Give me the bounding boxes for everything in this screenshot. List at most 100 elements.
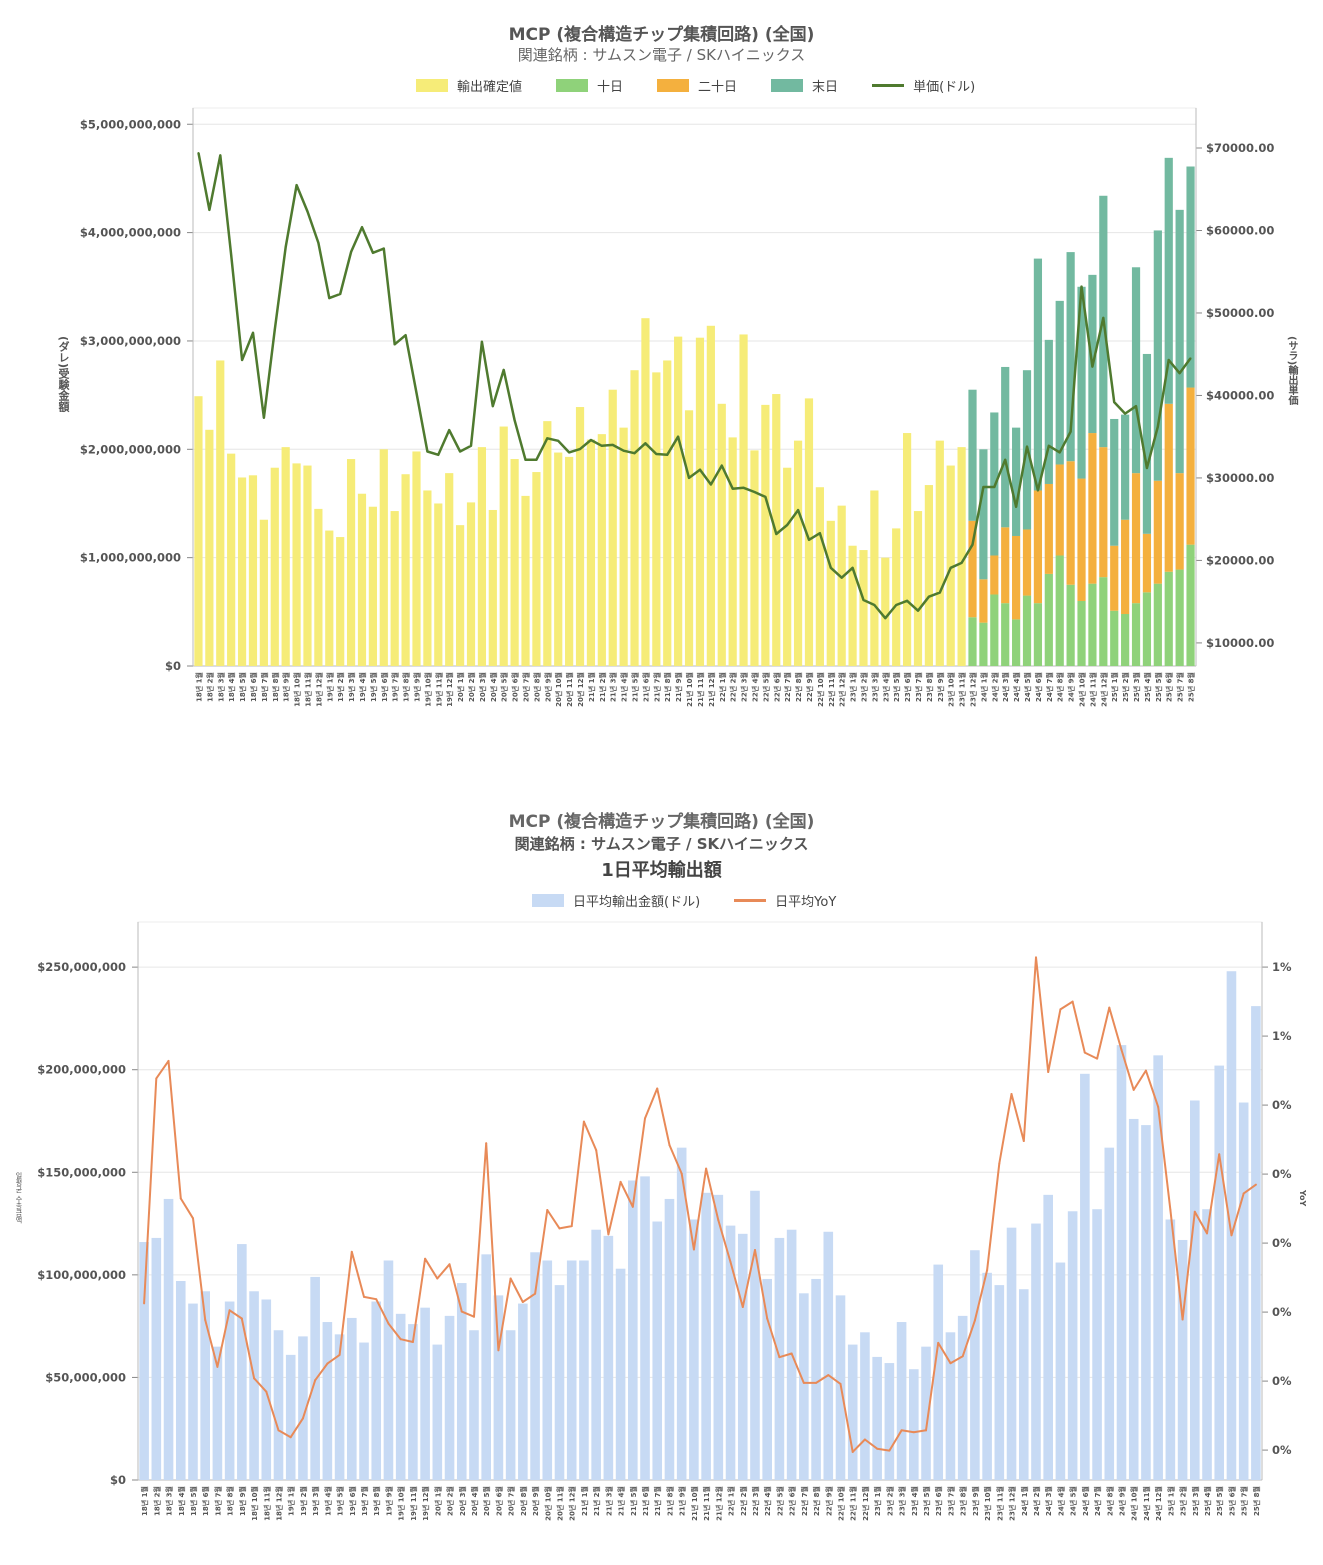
bar-20년 10월[interactable] (542, 1260, 553, 1480)
bar-24년 9월[interactable] (1116, 1045, 1127, 1480)
stack-segment-1[interactable] (968, 617, 977, 666)
legend-item-export-confirmed[interactable]: 輸出確定値 (416, 76, 522, 95)
line-point[interactable] (491, 405, 494, 408)
line-point[interactable] (328, 297, 331, 300)
line-point[interactable] (753, 1248, 756, 1251)
stack-segment-2[interactable] (1099, 447, 1108, 578)
line-point[interactable] (971, 543, 974, 546)
line-point[interactable] (961, 1355, 964, 1358)
line-point[interactable] (480, 340, 483, 343)
stack-segment-3[interactable] (1055, 300, 1064, 465)
bar-22년 3월[interactable] (750, 1190, 760, 1480)
bar-22년 11월[interactable] (826, 520, 835, 666)
stack-segment-3[interactable] (1001, 366, 1010, 528)
stack-segment-3[interactable] (1186, 166, 1195, 388)
bar-23년 3월[interactable] (896, 1322, 907, 1480)
bar-23년 11월[interactable] (994, 1285, 1005, 1480)
stack-segment-2[interactable] (1033, 490, 1043, 604)
bar-23년 3월[interactable] (870, 490, 879, 666)
bar-21년 6월[interactable] (640, 1176, 650, 1480)
line-point[interactable] (363, 1295, 366, 1298)
stack-segment-1[interactable] (1055, 555, 1064, 666)
bar-20년 3월[interactable] (477, 447, 487, 666)
bar-21년 11월[interactable] (701, 1192, 711, 1480)
line-point[interactable] (277, 1429, 280, 1432)
stack-segment-2[interactable] (1164, 403, 1173, 572)
bar-20년 9월[interactable] (530, 1252, 540, 1480)
line-point[interactable] (1167, 358, 1170, 361)
bar-20년 11월[interactable] (565, 456, 574, 666)
stack-segment-1[interactable] (1142, 592, 1152, 666)
line-point[interactable] (982, 486, 985, 489)
stack-segment-1[interactable] (1012, 619, 1021, 666)
bar-18년 7월[interactable] (212, 1346, 223, 1480)
bar-22년 4월[interactable] (750, 450, 759, 666)
line-point[interactable] (839, 1382, 842, 1385)
bar-22년 2월[interactable] (737, 1233, 748, 1480)
line-point[interactable] (797, 509, 800, 512)
line-point[interactable] (692, 1248, 695, 1251)
bar-19년 10월[interactable] (395, 1313, 406, 1480)
bar-20년 4월[interactable] (488, 509, 497, 666)
line-point[interactable] (375, 1298, 378, 1301)
line-point[interactable] (437, 453, 440, 456)
bar-21년 8월[interactable] (664, 1198, 675, 1480)
bar-20년 9월[interactable] (543, 421, 552, 666)
line-point[interactable] (485, 1142, 488, 1145)
line-point[interactable] (317, 241, 320, 244)
bar-18년 6월[interactable] (248, 475, 258, 666)
line-point[interactable] (818, 532, 821, 535)
bar-18년 3월[interactable] (216, 360, 225, 666)
line-point[interactable] (851, 1450, 854, 1453)
line-point[interactable] (1071, 1000, 1074, 1003)
bar-22년 12월[interactable] (860, 1332, 870, 1480)
stack-segment-2[interactable] (1012, 535, 1021, 620)
line-point[interactable] (729, 1260, 732, 1263)
bar-23년 6월[interactable] (902, 433, 912, 666)
line-point[interactable] (472, 1315, 475, 1318)
stack-segment-1[interactable] (1044, 573, 1053, 666)
stack-segment-3[interactable] (1033, 258, 1043, 491)
line-point[interactable] (925, 1429, 928, 1432)
line-point[interactable] (666, 453, 669, 456)
bar-19년 8월[interactable] (371, 1301, 382, 1480)
bar-18년 5월[interactable] (237, 477, 247, 666)
bar-23년 5월[interactable] (921, 1346, 931, 1480)
stack-segment-2[interactable] (1186, 387, 1195, 545)
line-point[interactable] (927, 595, 930, 598)
stack-segment-1[interactable] (1022, 595, 1032, 666)
bar-25년 7월[interactable] (1238, 1102, 1249, 1480)
line-point[interactable] (228, 1309, 231, 1312)
stack-segment-3[interactable] (1110, 418, 1119, 546)
bar-19년 4월[interactable] (357, 493, 367, 666)
line-point[interactable] (289, 1436, 292, 1439)
stack-segment-3[interactable] (1164, 157, 1173, 404)
line-point[interactable] (1218, 1153, 1221, 1156)
line-point[interactable] (633, 452, 636, 455)
line-point[interactable] (371, 251, 374, 254)
bar-21년 3월[interactable] (608, 389, 617, 666)
line-point[interactable] (470, 444, 473, 447)
bar-23년 2월[interactable] (859, 550, 868, 666)
bar-19년 6월[interactable] (379, 449, 388, 666)
bar-21년 12월[interactable] (713, 1194, 724, 1480)
bar-20년 4월[interactable] (469, 1330, 479, 1480)
line-point[interactable] (393, 343, 396, 346)
bar-22년 7월[interactable] (783, 467, 792, 666)
line-point[interactable] (306, 210, 309, 213)
bar-24년 1월[interactable] (1018, 1289, 1029, 1480)
line-point[interactable] (219, 154, 222, 157)
line-point[interactable] (778, 1356, 781, 1359)
line-point[interactable] (216, 1365, 219, 1368)
stack-segment-2[interactable] (1077, 478, 1086, 601)
stack-segment-1[interactable] (1175, 569, 1184, 666)
line-point[interactable] (1132, 1088, 1135, 1091)
line-point[interactable] (1135, 405, 1138, 408)
bar-20년 2월[interactable] (466, 502, 476, 666)
bar-20년 6월[interactable] (493, 1295, 504, 1480)
bar-21년 6월[interactable] (641, 318, 650, 666)
line-point[interactable] (1145, 467, 1148, 470)
bar-22년 11월[interactable] (847, 1344, 858, 1480)
stack-segment-2[interactable] (1088, 433, 1097, 584)
bar-21년 2월[interactable] (597, 434, 606, 666)
